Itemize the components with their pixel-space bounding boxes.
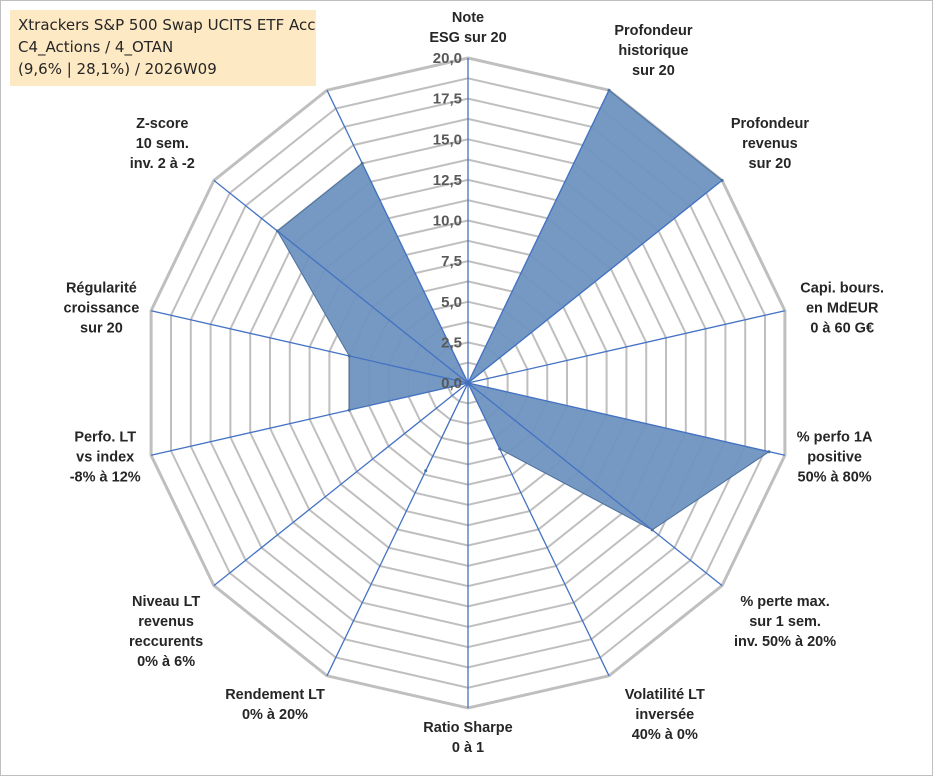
axis-label-3-line-2: revenus: [742, 136, 798, 152]
tick-label-2: 5,0: [441, 294, 462, 311]
axis-label-11-line-2: vs index: [76, 450, 134, 466]
data-point-12: [347, 354, 351, 358]
axis-label-9-line-2: 0% à 20%: [242, 707, 308, 723]
axis-label-10-line-1: Niveau LT: [132, 594, 200, 610]
fund-category: C4_Actions / 4_OTAN: [18, 38, 174, 56]
axis-label-2-line-3: sur 20: [632, 63, 675, 79]
spoke-3: [467, 179, 723, 384]
spoke-2: [467, 89, 610, 384]
axis-label-11-line-3: -8% à 12%: [70, 470, 141, 486]
data-point-10: [466, 381, 470, 385]
tick-label-3: 7,5: [441, 253, 462, 270]
data-point-2: [607, 88, 611, 92]
fund-stats: (9,6% | 28,1%) / 2026W09: [18, 60, 217, 78]
data-point-7: [498, 447, 502, 451]
axis-label-12-line-2: croissance: [64, 301, 140, 317]
data-point-13: [275, 229, 279, 233]
axis-label-4-line-3: 0 à 60 G€: [810, 321, 874, 337]
data-series-area: [276, 89, 771, 531]
fund-info-box: Xtrackers S&P 500 Swap UCITS ETF Acc C4_…: [10, 10, 316, 86]
axis-label-13-line-3: inv. 2 à -2: [130, 156, 195, 172]
tick-label-0: 0,0: [441, 375, 462, 392]
spoke-9: [326, 382, 469, 677]
axis-label-13-line-1: Z-score: [136, 116, 188, 132]
data-point-6: [650, 528, 654, 532]
axis-label-2-line-2: historique: [618, 43, 688, 59]
data-point-11: [347, 408, 351, 412]
axis-label-8-line-1: Ratio Sharpe: [423, 720, 512, 736]
tick-label-7: 17,5: [433, 91, 462, 108]
axis-label-12-line-1: Régularité: [66, 281, 137, 297]
axis-label-10-line-2: revenus: [138, 614, 194, 630]
axis-label-6-line-2: sur 1 sem.: [749, 614, 821, 630]
axis-label-3-line-1: Profondeur: [731, 116, 809, 132]
axis-label-8-line-2: 0 à 1: [452, 740, 484, 756]
axis-label-2-line-1: Profondeur: [614, 23, 692, 39]
axis-label-9-line-1: Rendement LT: [225, 687, 325, 703]
axis-label-13-line-2: 10 sem.: [136, 136, 189, 152]
spoke-12: [150, 310, 469, 384]
spoke-4: [467, 310, 786, 384]
axis-label-5-line-3: 50% à 80%: [798, 470, 872, 486]
axis-label-6-line-1: % perte max.: [740, 594, 829, 610]
spoke-10: [213, 382, 469, 587]
spoke-11: [150, 382, 469, 456]
spoke-14: [326, 89, 469, 384]
spoke-13: [213, 179, 469, 384]
axis-label-1-line-2: ESG sur 20: [429, 30, 506, 46]
spoke-7: [467, 382, 610, 677]
axis-label-12-line-3: sur 20: [80, 321, 123, 337]
tick-label-4: 10,0: [433, 213, 462, 230]
tick-label-5: 12,5: [433, 172, 462, 189]
tick-label-8: 20,0: [433, 50, 462, 67]
axis-label-1-line-1: Note: [452, 10, 484, 26]
axis-label-4-line-1: Capi. bours.: [800, 281, 884, 297]
axis-label-11-line-1: Perfo. LT: [74, 430, 136, 446]
axis-label-7-line-1: Volatilité LT: [625, 687, 705, 703]
axis-label-5-line-1: % perfo 1A: [797, 430, 873, 446]
axis-label-3-line-3: sur 20: [749, 156, 792, 172]
axis-label-7-line-2: inversée: [635, 707, 694, 723]
axis-label-10-line-4: 0% à 6%: [137, 654, 195, 670]
axis-label-6-line-3: inv. 50% à 20%: [734, 634, 836, 650]
axis-label-7-line-3: 40% à 0%: [632, 727, 698, 743]
axis-label-4-line-2: en MdEUR: [806, 301, 879, 317]
data-point-5: [767, 450, 771, 454]
tick-label-1: 2,5: [441, 334, 462, 351]
data-point-14: [360, 161, 364, 165]
data-point-3: [720, 178, 724, 182]
fund-name: Xtrackers S&P 500 Swap UCITS ETF Acc: [18, 16, 316, 34]
spoke-6: [467, 382, 723, 587]
axis-label-5-line-2: positive: [807, 450, 862, 466]
axis-label-10-line-3: reccurents: [129, 634, 203, 650]
spoke-5: [467, 382, 786, 456]
tick-label-6: 15,0: [433, 131, 462, 148]
data-point-9: [424, 469, 428, 473]
